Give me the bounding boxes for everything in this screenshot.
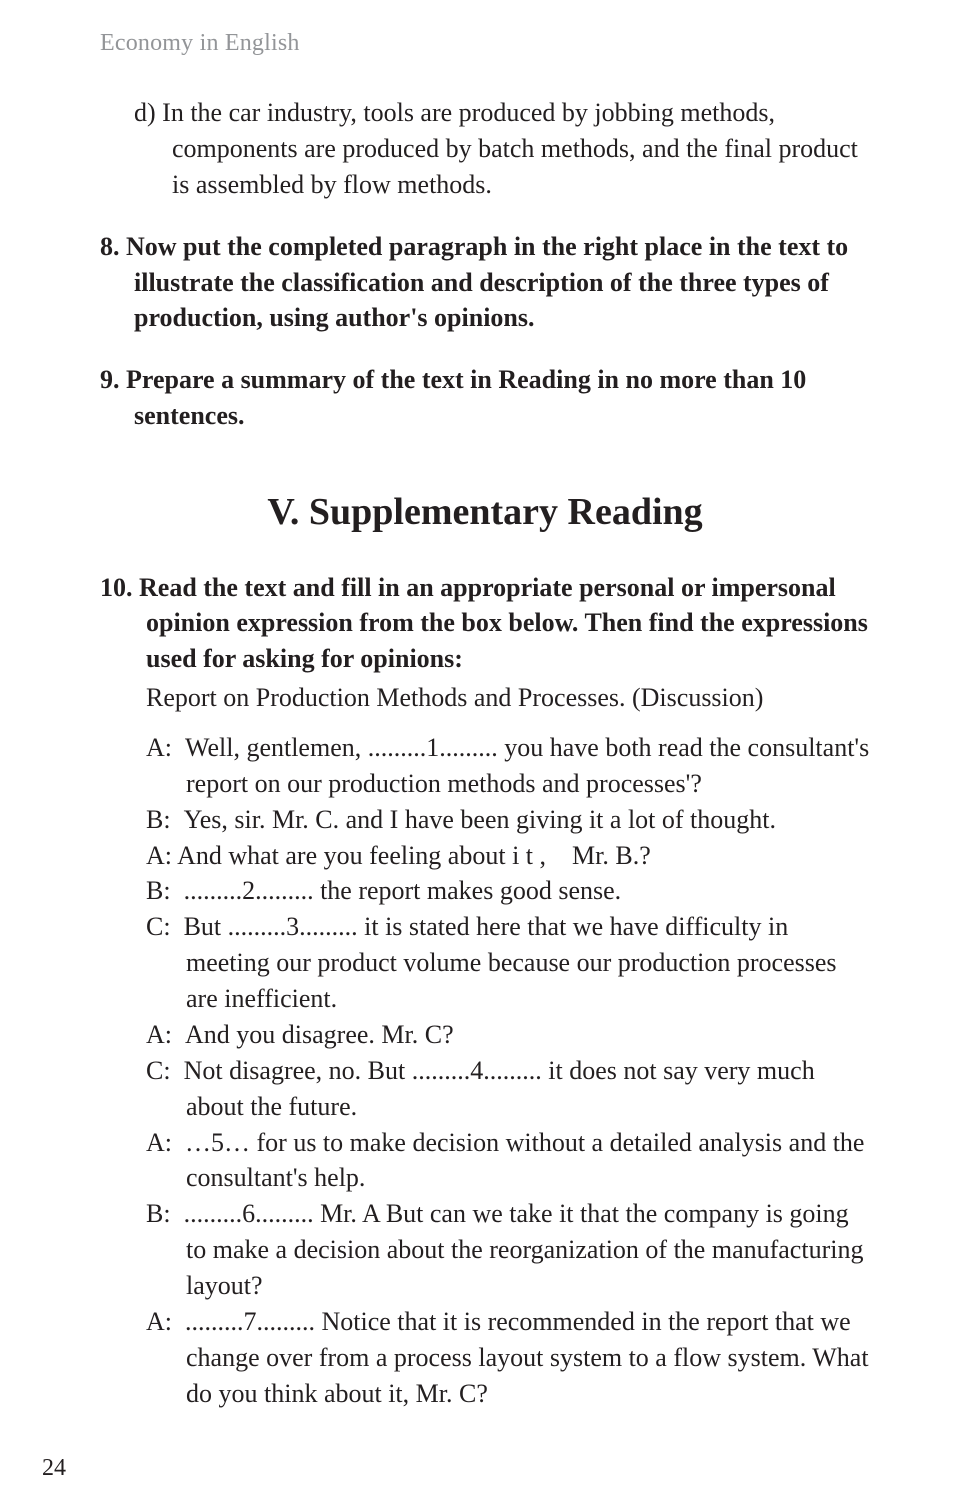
q10-lead-text: Read the text and fill in an appropriate… — [139, 573, 868, 673]
dialogue-line: A: Well, gentlemen, .........1......... … — [146, 730, 870, 802]
item-9-text: Prepare a summary of the text in Reading… — [126, 365, 806, 430]
question-10-sub: Report on Production Methods and Process… — [100, 680, 870, 716]
item-d-text: In the car industry, tools are produced … — [162, 98, 858, 199]
dialogue-line: A: And you disagree. Mr. C? — [146, 1017, 870, 1053]
item-8-marker: 8. — [100, 232, 120, 261]
item-8-text: Now put the completed paragraph in the r… — [126, 232, 848, 333]
dialogue-line: C: Not disagree, no. But .........4.....… — [146, 1053, 870, 1125]
item-9-marker: 9. — [100, 365, 120, 394]
dialogue-line: C: But .........3......... it is stated … — [146, 909, 870, 1017]
dialogue-line: B: .........6......... Mr. A But can we … — [146, 1196, 870, 1304]
dialogue-line: A: .........7......... Notice that it is… — [146, 1304, 870, 1412]
section-heading: V. Supplementary Reading — [100, 490, 870, 534]
dialogue-block: A: Well, gentlemen, .........1......... … — [100, 730, 870, 1412]
question-10-lead: 10. Read the text and fill in an appropr… — [100, 570, 870, 676]
dialogue-line: A: And what are you feeling about i t , … — [146, 838, 870, 874]
page-number: 24 — [42, 1455, 66, 1482]
running-header: Economy in English — [100, 30, 870, 57]
page: Economy in English d) In the car industr… — [0, 0, 960, 1510]
item-9: 9. Prepare a summary of the text in Read… — [100, 362, 870, 434]
item-d-marker: d) — [134, 98, 156, 127]
dialogue-line: B: Yes, sir. Mr. C. and I have been givi… — [146, 802, 870, 838]
q10-marker: 10. — [100, 573, 133, 602]
item-d: d) In the car industry, tools are produc… — [100, 95, 870, 203]
dialogue-line: B: .........2......... the report makes … — [146, 873, 870, 909]
item-8: 8. Now put the completed paragraph in th… — [100, 229, 870, 337]
dialogue-line: A: …5… for us to make decision without a… — [146, 1125, 870, 1197]
